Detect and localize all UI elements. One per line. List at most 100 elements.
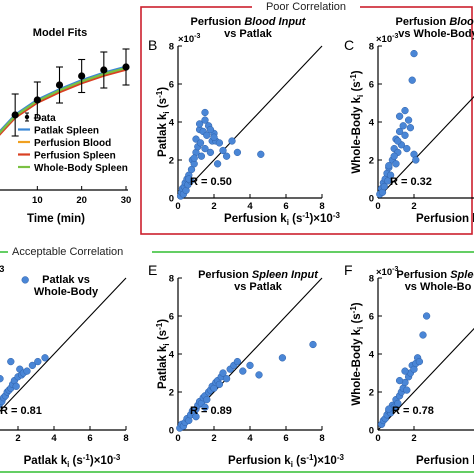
scatter-point: [395, 376, 404, 385]
x-tick-label: 2: [15, 433, 20, 444]
panel-a-legend-label: Patlak Spleen: [34, 126, 99, 137]
scatter-point: [213, 160, 222, 168]
y-tick-label: 0: [369, 426, 374, 437]
y-tick-label: 6: [169, 80, 174, 91]
scatter-point: [201, 116, 209, 124]
identity-line: [0, 277, 127, 412]
scatter-point: [28, 361, 37, 370]
scatter-point: [12, 382, 20, 390]
scatter-point: [215, 380, 224, 389]
x-tick-label: 4: [247, 201, 253, 212]
x-tick-label: 0: [375, 201, 380, 212]
scatter-point: [201, 403, 209, 411]
panel-title: Perfusion Blood: [396, 16, 474, 28]
x-tick-label: 0: [175, 201, 180, 212]
panel-title: Patlak vs: [42, 274, 90, 286]
scatter-point: [195, 120, 204, 128]
x-tick-label: 0: [375, 433, 380, 444]
scatter-point: [410, 49, 418, 58]
x-tick-label: 4: [247, 433, 253, 444]
panel-a-x-tick-label: 30: [121, 195, 132, 206]
x-tick-label: 2: [411, 433, 416, 444]
panel-a-data-point: [33, 81, 41, 119]
x-tick-label: 8: [319, 201, 324, 212]
y-tick-label: 0: [169, 426, 174, 437]
scatter-point: [201, 144, 209, 153]
y-axis-label: Whole-Body ki (s-1): [349, 302, 365, 405]
scatter-point: [386, 171, 395, 179]
panel-subtitle: vs Patlak: [234, 281, 283, 293]
scatter-point: [201, 108, 209, 117]
panel-letter: F: [344, 262, 353, 278]
y-scale-multiplier: ×10-3: [178, 33, 200, 45]
panel-subtitle: vs Whole-Bo: [405, 281, 472, 293]
scatter-point: [419, 331, 427, 339]
y-tick-label: 2: [169, 388, 174, 399]
x-tick-label: 8: [319, 433, 324, 444]
scatter-point: [246, 361, 254, 370]
scatter-point: [192, 413, 200, 421]
y-scale-multiplier: ×10-3: [376, 266, 398, 278]
y-tick-label: 4: [169, 350, 175, 361]
scatter-point: [399, 122, 407, 130]
panel-a-x-ticks: 10 20 30: [32, 186, 132, 206]
scatter-point: [203, 131, 211, 139]
scatter-point: [206, 125, 215, 134]
y-tick-label: 8: [169, 274, 174, 285]
scatter-point: [422, 312, 431, 320]
y-tick-label: 8: [369, 42, 374, 53]
scatter-point: [222, 152, 231, 160]
scatter-point: [203, 395, 211, 404]
panel-a-data-point: [122, 48, 130, 86]
scatter-point: [404, 116, 413, 124]
scatter-point: [385, 405, 393, 413]
panel-a-data-point: [11, 93, 19, 137]
scatter-point: [309, 340, 317, 349]
panel-a-x-tick-label: 20: [76, 195, 87, 206]
panel-title: Perfusion Spleen Input: [198, 269, 319, 281]
scatter-point: [257, 150, 265, 158]
scatter-point: [395, 112, 404, 120]
scatter-points: [177, 108, 265, 200]
scatter-point: [406, 124, 415, 132]
panel-c: 0 2 0 2 4 6 8 C Perfusion Bloodvs Whole-Body×10-…: [344, 16, 474, 227]
panel-a-legend-label: Data: [34, 113, 56, 124]
panel-a-legend-entry: Data: [24, 112, 56, 124]
x-axis-label: Perfusion ki (s-1)×10-3: [228, 453, 344, 469]
scatter-point: [380, 182, 388, 191]
correlation-label: R = 0.32: [390, 176, 432, 188]
x-axis-label: Patlak ki (s-1)×10-3: [24, 453, 121, 469]
panel-a-legend-label: Perfusion Blood: [34, 138, 111, 149]
panel-a-data-point: [78, 58, 86, 94]
correlation-label: R = 0.81: [0, 405, 42, 417]
x-axis-label: Perfusion ki (s-1)×10-3: [224, 211, 340, 227]
scatter-points: [0, 276, 49, 412]
x-tick-label: 4: [51, 433, 57, 444]
scatter-point: [190, 154, 198, 162]
scatter-point: [41, 354, 49, 362]
x-tick-label: 2: [211, 201, 216, 212]
scatter-point: [401, 367, 409, 375]
panel-a-legend-label: Whole-Body Spleen: [34, 163, 128, 174]
panel-letter: C: [344, 37, 354, 53]
scatter-point: [197, 152, 206, 160]
scatter-point: [278, 354, 287, 362]
identity-line: [377, 327, 474, 431]
scatter-point: [185, 175, 193, 183]
y-tick-label: 2: [369, 156, 374, 167]
scatter-point: [394, 399, 402, 408]
panel-d-sci-fragment: -3: [0, 264, 4, 275]
scatter-point: [255, 371, 263, 379]
scatter-point: [403, 386, 411, 394]
x-tick-label: 6: [87, 433, 92, 444]
x-axis-label: Perfusion ki: [416, 213, 474, 227]
y-tick-label: 4: [169, 118, 175, 129]
scatter-point: [7, 357, 15, 366]
x-axis-label: Perfusion ki: [416, 455, 474, 469]
identity-line: [377, 95, 474, 199]
panel-subtitle: vs Whole-Body: [398, 28, 474, 40]
y-tick-label: 8: [369, 274, 374, 285]
